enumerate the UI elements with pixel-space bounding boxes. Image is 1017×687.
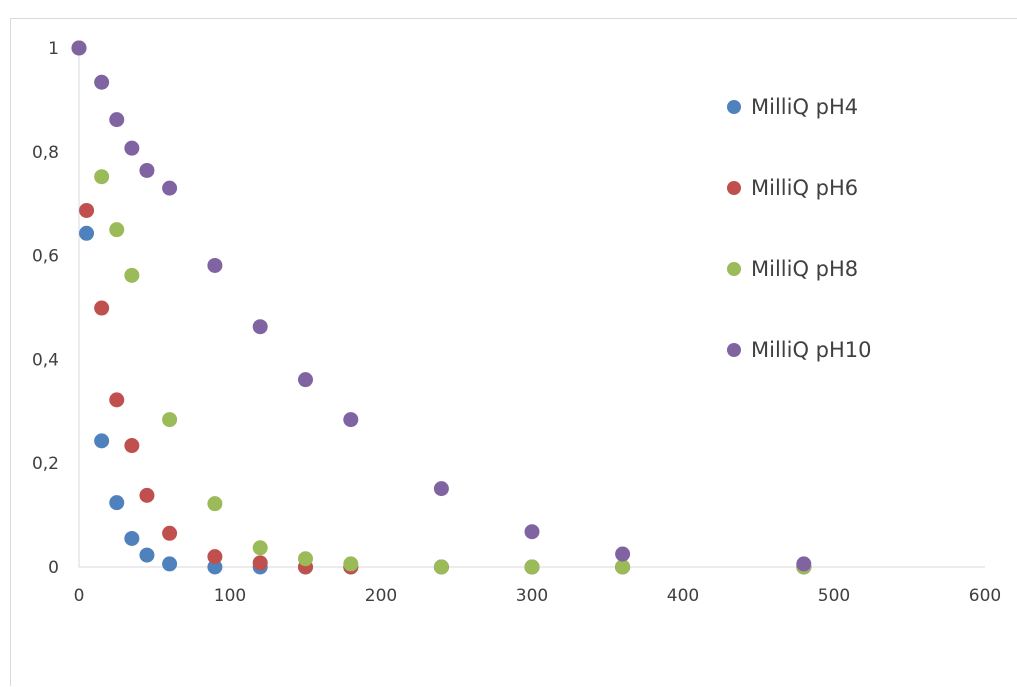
x-tick-label: 200: [365, 586, 397, 606]
y-tick-label: 0,8: [32, 143, 59, 163]
data-point: [124, 530, 140, 546]
data-point: [207, 559, 223, 575]
data-point: [162, 180, 178, 196]
x-tick-label: 500: [818, 586, 850, 606]
data-point: [162, 556, 178, 572]
data-point: [615, 559, 631, 575]
data-point: [162, 412, 178, 428]
data-point: [124, 267, 140, 283]
y-tick-label: 0,2: [32, 454, 59, 474]
x-tick-label: 300: [516, 586, 548, 606]
data-point: [139, 487, 155, 503]
data-point: [343, 556, 359, 572]
data-point: [139, 547, 155, 563]
data-point: [124, 438, 140, 454]
data-point: [79, 225, 95, 241]
data-point: [252, 540, 268, 556]
legend-label: MilliQ pH6: [751, 176, 858, 200]
data-point: [79, 202, 95, 218]
data-point: [433, 559, 449, 575]
scatter-chart: 0 100 200 300 400 500 600 0 0,2 0,4 0,6 0,8 1 MilliQ …: [32, 39, 1001, 606]
x-tick-label: 600: [969, 586, 1001, 606]
data-point: [94, 300, 110, 316]
data-point: [139, 162, 155, 178]
data-point: [524, 524, 540, 540]
data-point: [124, 140, 140, 156]
legend-marker: [727, 100, 741, 114]
y-tick-label: 0: [48, 558, 59, 578]
data-point: [109, 112, 125, 128]
data-point: [94, 433, 110, 449]
data-point: [252, 555, 268, 571]
legend-marker: [727, 343, 741, 357]
data-point: [109, 495, 125, 511]
data-point: [343, 412, 359, 428]
data-point: [524, 559, 540, 575]
data-point: [298, 372, 313, 388]
data-point: [252, 319, 268, 335]
data-point: [433, 481, 449, 497]
data-point: [94, 169, 110, 185]
data-point: [796, 556, 812, 572]
data-point: [71, 40, 87, 56]
data-point: [615, 546, 631, 562]
data-point: [207, 257, 223, 273]
data-point: [207, 496, 223, 512]
data-point: [207, 549, 223, 565]
x-tick-label: 100: [214, 586, 246, 606]
x-tick-label: 0: [74, 586, 85, 606]
data-point: [162, 525, 178, 541]
legend-label: MilliQ pH4: [751, 95, 858, 119]
y-tick-label: 0,4: [32, 350, 59, 370]
legend-marker: [727, 181, 741, 195]
y-tick-label: 1: [48, 39, 59, 59]
legend-label: MilliQ pH10: [751, 338, 872, 362]
chart-area: 0 100 200 300 400 500 600 0 0,2 0,4 0,6 0,8 1 MilliQ …: [10, 18, 1017, 686]
legend-marker: [727, 262, 741, 276]
legend-label: MilliQ pH8: [751, 257, 858, 281]
data-point: [109, 222, 125, 238]
data-point: [94, 74, 110, 90]
data-point: [109, 392, 125, 408]
x-tick-label: 400: [667, 586, 699, 606]
data-point: [298, 551, 313, 567]
y-tick-label: 0,6: [32, 247, 59, 267]
